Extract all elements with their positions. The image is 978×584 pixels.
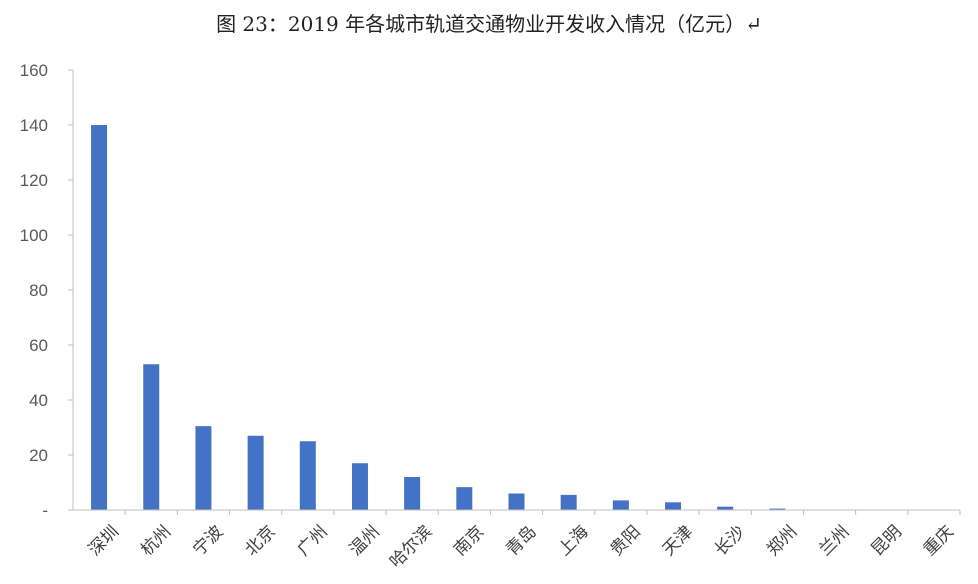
bar-4 xyxy=(299,441,316,510)
y-tick-label: 140 xyxy=(20,116,48,135)
x-tick-label: 重庆 xyxy=(920,522,958,560)
bar-0 xyxy=(91,125,108,510)
bar-2 xyxy=(195,426,212,510)
bar-3 xyxy=(247,435,264,510)
x-tick-label: 贵阳 xyxy=(607,522,645,560)
x-tick-label: 南京 xyxy=(450,522,488,560)
bar-5 xyxy=(351,463,368,510)
x-axis: 深圳 杭州 宁波 北京 广州 温州 哈尔滨 南京 青岛 上海 贵阳 天津 长沙 郑州 兰州 昆明 重庆 xyxy=(73,509,961,572)
x-tick-label: 上海 xyxy=(555,522,593,560)
x-tick-label: 郑州 xyxy=(763,522,801,560)
bar-10 xyxy=(612,500,629,510)
bar-1 xyxy=(143,364,160,510)
bar-8 xyxy=(508,493,525,510)
y-tick-label: 60 xyxy=(29,336,48,355)
x-tick-label: 长沙 xyxy=(711,522,749,560)
x-tick-label: 昆明 xyxy=(868,522,906,560)
y-tick-label: 20 xyxy=(29,446,48,465)
x-tick-label: 哈尔滨 xyxy=(386,522,436,572)
bar-13 xyxy=(769,508,786,510)
y-tick-label: - xyxy=(42,501,48,520)
x-tick-label: 北京 xyxy=(241,522,279,560)
x-tick-label: 宁波 xyxy=(189,522,227,560)
x-tick-label: 兰州 xyxy=(815,522,853,560)
bar-7 xyxy=(456,487,473,510)
chart-title: 图 23：2019 年各城市轨道交通物业开发收入情况（亿元）↵ xyxy=(216,12,762,36)
x-tick-label: 青岛 xyxy=(502,522,540,560)
x-tick-label: 天津 xyxy=(659,522,697,560)
bar-12 xyxy=(717,506,734,510)
y-tick-label: 40 xyxy=(29,391,48,410)
y-axis: - 20 40 60 80 100 120 140 160 xyxy=(20,61,74,520)
bar-9 xyxy=(560,494,577,510)
y-tick-label: 120 xyxy=(20,171,48,190)
x-tick-label: 广州 xyxy=(294,522,332,560)
y-tick-label: 80 xyxy=(29,281,48,300)
x-tick-label: 杭州 xyxy=(137,522,175,560)
x-tick-label: 温州 xyxy=(346,522,384,560)
bar-11 xyxy=(665,502,682,510)
bars xyxy=(91,125,786,510)
bar-6 xyxy=(404,477,421,510)
y-tick-label: 160 xyxy=(20,61,48,80)
x-tick-label: 深圳 xyxy=(85,522,123,560)
y-tick-label: 100 xyxy=(20,226,48,245)
